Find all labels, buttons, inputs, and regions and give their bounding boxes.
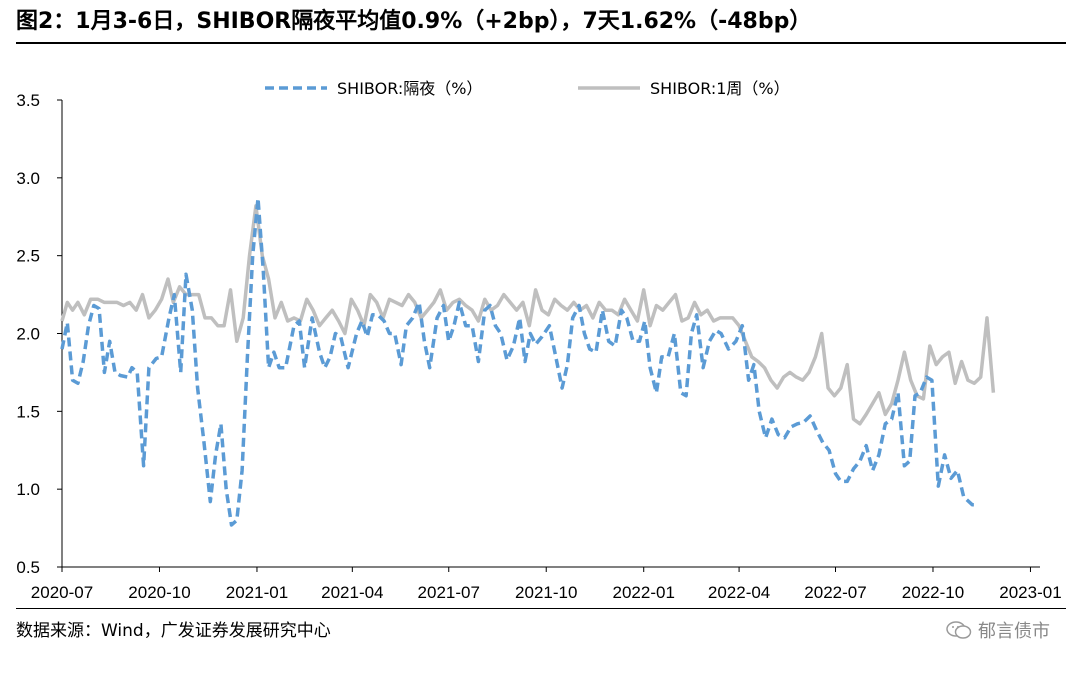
x-tick-label: 2021-07 [418, 583, 480, 602]
line-chart: 3.5 3.0 2.5 2.0 1.5 1.0 0.5 2020-07 2020-10 2021-… [16, 79, 1061, 602]
title-divider [16, 42, 1066, 44]
y-tick-label: 3.0 [16, 169, 40, 188]
x-tick-label: 2020-10 [128, 583, 190, 602]
chart-legend: SHIBOR:隔夜（%） SHIBOR:1周（%） [265, 79, 790, 98]
x-tick-label: 2021-10 [515, 583, 577, 602]
legend-overnight-label: SHIBOR:隔夜（%） [337, 79, 482, 98]
watermark: 郁言债市 [946, 617, 1050, 643]
source-note: 数据来源：Wind，广发证券发展研究中心 [16, 621, 331, 641]
wechat-icon [946, 621, 972, 639]
x-tick-label: 2021-04 [321, 583, 383, 602]
series-line-1week [60, 204, 996, 426]
chart-axes: 3.5 3.0 2.5 2.0 1.5 1.0 0.5 2020-07 2020-10 2021-… [16, 91, 1061, 602]
x-tick-label: 2021-01 [226, 583, 288, 602]
chart-title: 图2：1月3-6日，SHIBOR隔夜平均值0.9%（+2bp），7天1.62%（… [16, 9, 812, 34]
source-divider [16, 608, 1066, 609]
chart-series [60, 196, 996, 527]
x-tick-label: 2022-07 [804, 583, 866, 602]
y-tick-label: 0.5 [16, 558, 40, 577]
watermark-text: 郁言债市 [978, 621, 1050, 642]
y-tick-label: 2.5 [16, 247, 40, 266]
y-tick-label: 2.0 [16, 325, 40, 344]
y-tick-label: 1.0 [16, 480, 40, 499]
legend-1week-label: SHIBOR:1周（%） [650, 79, 790, 98]
y-tick-label: 1.5 [16, 402, 40, 421]
x-tick-label: 2022-01 [613, 583, 675, 602]
x-tick-label: 2022-10 [902, 583, 964, 602]
y-tick-label: 3.5 [16, 91, 40, 110]
x-tick-label: 2020-07 [31, 583, 93, 602]
series-line-overnight [60, 196, 978, 527]
x-tick-label: 2022-04 [708, 583, 770, 602]
x-tick-label: 2023-01 [999, 583, 1061, 602]
